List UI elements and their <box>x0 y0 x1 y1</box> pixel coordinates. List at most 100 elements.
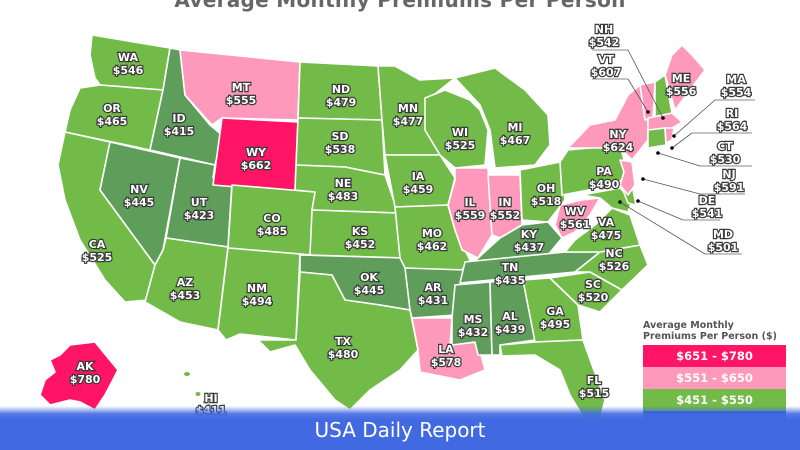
label-nv-abbr: NV <box>130 183 148 196</box>
state-oh[interactable] <box>519 161 566 223</box>
label-wa-abbr: WA <box>118 51 139 64</box>
label-mi-value: $467 <box>500 134 531 147</box>
legend: Average Monthly Premiums Per Person ($) … <box>643 320 793 433</box>
label-al-value: $439 <box>495 323 526 336</box>
state-nj[interactable] <box>619 159 636 196</box>
label-mn-value: $477 <box>393 115 424 128</box>
state-va[interactable] <box>564 207 641 253</box>
label-wi-abbr: WI <box>452 126 468 139</box>
label-az-value: $453 <box>170 289 201 302</box>
label-sd-value: $538 <box>325 143 356 156</box>
state-ak[interactable] <box>39 341 119 411</box>
callout-ma-value: $554 <box>721 86 752 99</box>
callout-ma-abbr: MA <box>726 73 746 86</box>
callout-ri-abbr: RI <box>726 107 739 120</box>
label-ky-abbr: KY <box>521 228 539 241</box>
label-ar-abbr: AR <box>425 281 443 294</box>
label-nd-value: $479 <box>326 96 357 109</box>
label-wv-abbr: WV <box>565 205 586 218</box>
state-me[interactable] <box>664 44 706 111</box>
label-ut-value: $423 <box>184 209 215 222</box>
label-il-value: $559 <box>455 209 486 222</box>
callout-nj-abbr: NJ <box>722 168 735 181</box>
label-nm-value: $494 <box>242 295 273 308</box>
legend-title: Average Monthly Premiums Per Person ($) <box>643 320 793 342</box>
label-ak-value: $780 <box>70 373 101 386</box>
callout-md-value: $501 <box>708 241 739 254</box>
state-tx[interactable] <box>257 271 419 411</box>
label-sd-abbr: SD <box>331 130 348 143</box>
label-ky-value: $437 <box>514 241 545 254</box>
footer-banner-text: USA Daily Report <box>314 418 486 442</box>
state-mi[interactable] <box>454 67 551 169</box>
map-title: Average Monthly Premiums Per Person <box>174 0 626 12</box>
label-or-value: $465 <box>97 115 128 128</box>
state-wv[interactable] <box>554 197 601 239</box>
callout-vt-abbr: VT <box>598 53 615 66</box>
label-id-value: $415 <box>164 125 195 138</box>
label-fl-value: $515 <box>579 387 610 400</box>
label-tn-abbr: TN <box>502 261 519 274</box>
label-ks-value: $452 <box>345 238 376 251</box>
label-oh-abbr: OH <box>537 182 556 195</box>
label-az-abbr: AZ <box>177 276 194 289</box>
label-ks-abbr: KS <box>352 225 369 238</box>
state-wi[interactable] <box>424 89 489 169</box>
label-wy-abbr: WY <box>246 146 267 159</box>
label-va-value: $475 <box>591 229 622 242</box>
label-nm-abbr: NM <box>247 282 267 295</box>
label-fl-abbr: FL <box>587 374 602 387</box>
state-nm[interactable] <box>217 247 301 341</box>
state-labels: WA $546 OR $465 CA $525 ID $415 NV $445 … <box>68 50 697 418</box>
label-la-value: $578 <box>431 356 462 369</box>
callout-ri-value: $564 <box>717 120 748 133</box>
label-wy-value: $662 <box>241 159 272 172</box>
label-ak-abbr: AK <box>76 360 94 373</box>
label-sc-value: $520 <box>578 291 609 304</box>
label-wv-value: $561 <box>560 218 591 231</box>
callout-nh-abbr: NH <box>595 23 613 36</box>
callout-de-abbr: DE <box>699 194 716 207</box>
label-wa-value: $546 <box>113 64 144 77</box>
label-ny-value: $624 <box>603 141 634 154</box>
label-pa-abbr: PA <box>596 165 612 178</box>
label-ga-abbr: GA <box>546 305 564 318</box>
legend-item-651-780: $651 - $780 <box>643 345 786 367</box>
callouts: NH $542 VT $607 MA $554 RI $564 CT $530 … <box>587 22 755 255</box>
legend-title-line2: Premiums Per Person ($) <box>643 331 777 342</box>
state-hi[interactable] <box>184 372 207 404</box>
label-in-abbr: IN <box>498 196 511 209</box>
callout-ct-value: $530 <box>710 153 741 166</box>
legend-title-line1: Average Monthly <box>643 320 734 331</box>
label-sc-abbr: SC <box>585 278 601 291</box>
state-ga[interactable] <box>522 277 584 343</box>
label-ga-value: $495 <box>540 318 571 331</box>
label-pa-value: $490 <box>589 178 620 191</box>
state-ar[interactable] <box>404 267 466 319</box>
label-ca-abbr: CA <box>89 238 106 251</box>
state-ma[interactable] <box>647 112 683 131</box>
label-mo-value: $462 <box>417 240 448 253</box>
legend-item-451-550: $451 - $550 <box>643 389 786 411</box>
label-co-abbr: CO <box>263 212 280 225</box>
label-mt-value: $555 <box>226 94 257 107</box>
callout-nh-value: $542 <box>589 36 620 49</box>
state-md[interactable] <box>581 187 633 213</box>
state-ri[interactable] <box>664 127 675 144</box>
label-in-value: $552 <box>490 209 521 222</box>
legend-item-551-650: $551 - $650 <box>643 367 786 389</box>
callout-nj-value: $591 <box>714 181 745 194</box>
label-hi-abbr: HI <box>204 392 217 405</box>
label-ar-value: $431 <box>418 294 449 307</box>
label-tn-value: $435 <box>495 274 526 287</box>
label-ut-abbr: UT <box>191 196 208 209</box>
state-sc[interactable] <box>549 271 623 313</box>
label-oh-value: $518 <box>531 195 562 208</box>
label-il-abbr: IL <box>464 196 475 209</box>
label-wi-value: $525 <box>445 139 476 152</box>
callout-md-abbr: MD <box>713 228 733 241</box>
label-nv-value: $445 <box>124 196 155 209</box>
state-ct[interactable] <box>647 127 667 149</box>
label-ok-abbr: OK <box>360 271 378 284</box>
label-ny-abbr: NY <box>609 128 627 141</box>
